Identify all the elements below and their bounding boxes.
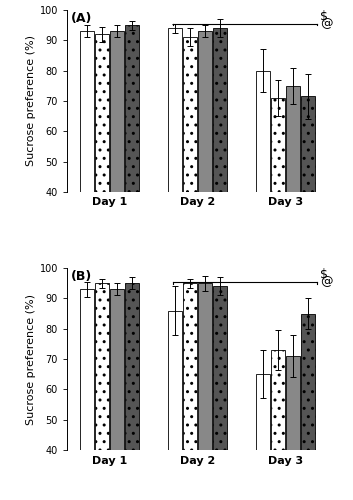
Bar (80, 31, 94, 313)
Bar (95, 284, 109, 500)
Text: $: $ (321, 268, 328, 281)
Bar (286, 356, 300, 500)
Bar (183, 38, 197, 313)
Bar (125, 284, 139, 500)
Bar (198, 31, 212, 313)
Text: $: $ (321, 10, 328, 23)
Bar (213, 28, 227, 313)
Bar (286, 86, 300, 313)
Text: (A): (A) (71, 12, 92, 24)
Bar (80, 290, 94, 500)
Text: @: @ (321, 17, 333, 30)
Bar (125, 25, 139, 313)
Bar (256, 70, 270, 313)
Bar (213, 286, 227, 500)
Bar (271, 98, 286, 313)
Bar (301, 96, 316, 313)
Bar (110, 31, 124, 313)
Bar (168, 310, 182, 500)
Bar (110, 290, 124, 500)
Y-axis label: Sucrose preference (%): Sucrose preference (%) (25, 36, 36, 166)
Text: @: @ (321, 276, 333, 288)
Bar (256, 374, 270, 500)
Bar (271, 350, 286, 500)
Bar (198, 284, 212, 500)
Y-axis label: Sucrose preference (%): Sucrose preference (%) (25, 294, 36, 424)
Text: (B): (B) (71, 270, 92, 282)
Bar (301, 314, 316, 500)
Bar (95, 34, 109, 313)
Bar (183, 284, 197, 500)
Bar (168, 28, 182, 313)
